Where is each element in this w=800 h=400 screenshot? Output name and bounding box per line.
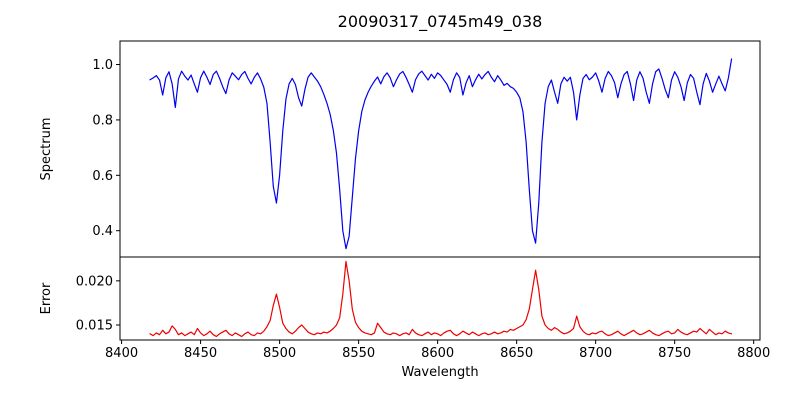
x-tick-label: 8550 xyxy=(342,346,375,361)
y-tick-label: 0.8 xyxy=(92,113,113,128)
y-tick-label: 1.0 xyxy=(92,58,113,73)
x-tick-label: 8750 xyxy=(658,346,691,361)
x-tick-label: 8600 xyxy=(421,346,454,361)
x-tick-label: 8500 xyxy=(263,346,296,361)
y-axis-label-error: Error xyxy=(39,282,54,314)
x-tick-label: 8400 xyxy=(105,346,138,361)
x-tick-label: 8700 xyxy=(579,346,612,361)
y-tick-label: 0.015 xyxy=(76,318,113,333)
spectrum-panel-frame xyxy=(119,40,761,258)
y-tick-label: 0.6 xyxy=(92,169,113,184)
y-axis-label-spectrum: Spectrum xyxy=(39,118,54,181)
x-axis-label: Wavelength xyxy=(401,365,478,380)
y-tick-label: 0.020 xyxy=(76,274,113,289)
y-tick-label: 0.4 xyxy=(92,224,113,239)
error-values-line xyxy=(149,260,733,338)
x-tick-label: 8450 xyxy=(184,346,217,361)
chart-title: 20090317_0745m49_038 xyxy=(337,12,543,31)
spectrum-flux-line xyxy=(149,58,733,250)
x-tick-label: 8800 xyxy=(737,346,770,361)
x-tick-label: 8650 xyxy=(500,346,533,361)
error-panel-frame xyxy=(119,256,761,341)
